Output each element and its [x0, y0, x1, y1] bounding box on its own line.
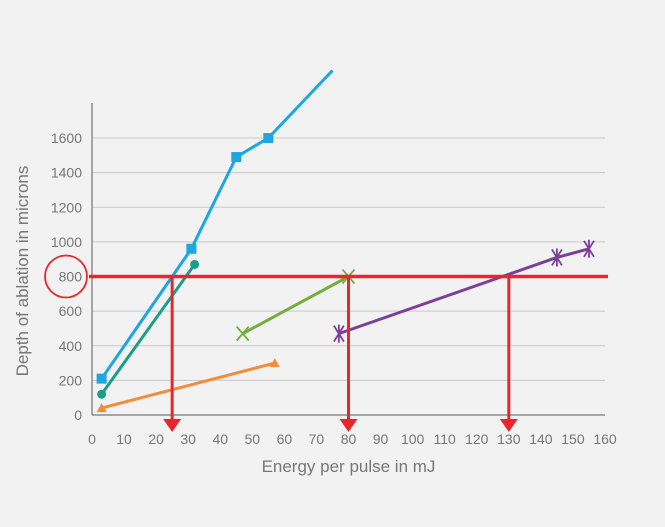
- x-tick-label: 120: [465, 431, 489, 447]
- series-line: [338, 247, 590, 336]
- series-line: [241, 275, 350, 335]
- y-tick-label: 1600: [51, 130, 82, 146]
- x-axis-title: Energy per pulse in mJ: [262, 457, 436, 476]
- x-tick-label: 0: [88, 431, 96, 447]
- y-tick-label: 400: [59, 338, 83, 354]
- y-tick-label: 1400: [51, 165, 82, 181]
- y-tick-label: 0: [74, 407, 82, 423]
- x-tick-label: 130: [497, 431, 521, 447]
- x-tick-label: 110: [434, 431, 457, 447]
- x-tick-label: 140: [529, 431, 553, 447]
- square-marker: [186, 243, 197, 254]
- x-tick-label: 10: [116, 431, 132, 447]
- x-tick-label: 70: [309, 431, 325, 447]
- series-circle: [97, 259, 200, 399]
- asterisk-marker: [551, 248, 563, 267]
- series-square: [96, 69, 334, 384]
- series-layer: [96, 69, 595, 413]
- drop-arrow-head: [163, 419, 182, 432]
- y-axis-title: Depth of ablation in microns: [13, 166, 32, 377]
- series-line: [101, 361, 276, 410]
- asterisk-marker: [333, 324, 345, 343]
- drop-arrow-head: [499, 419, 518, 432]
- axis-layer: 0 200 400 600 800 1000 1200 1400 1600 0 10 20 30 40 50…: [51, 103, 617, 447]
- series-triangle: [96, 358, 280, 413]
- square-marker: [263, 133, 274, 143]
- x-tick-label: 160: [593, 431, 617, 447]
- circle-marker: [97, 389, 107, 399]
- x-tick-label: 40: [212, 431, 228, 447]
- threshold-layer: [44, 254, 608, 432]
- triangle-marker: [96, 403, 107, 413]
- x-tick-label: 50: [245, 431, 261, 447]
- asterisk-marker: [583, 239, 595, 258]
- highlight-circle: [44, 254, 88, 299]
- circle-marker: [190, 259, 200, 269]
- square-marker: [231, 152, 242, 163]
- x-tick-label: 150: [561, 431, 585, 447]
- x-marker: [236, 326, 250, 342]
- x-tick-label: 30: [180, 431, 196, 447]
- x-tick-label: 100: [401, 431, 425, 447]
- series-line: [100, 263, 196, 396]
- y-tick-label: 200: [59, 372, 83, 388]
- square-marker: [96, 373, 107, 384]
- y-tick-label: 600: [59, 303, 83, 319]
- x-tick-label: 80: [341, 431, 357, 447]
- drop-arrow-head: [339, 419, 358, 432]
- series-line: [100, 69, 334, 380]
- y-tick-label: 800: [59, 269, 83, 285]
- y-tick-label: 1000: [51, 234, 82, 250]
- y-tick-label: 1200: [51, 199, 82, 215]
- x-tick-label: 20: [148, 431, 164, 447]
- series-asterisk: [333, 239, 595, 343]
- x-tick-label: 90: [373, 431, 389, 447]
- triangle-marker: [269, 358, 280, 368]
- x-tick-label: 60: [277, 431, 293, 447]
